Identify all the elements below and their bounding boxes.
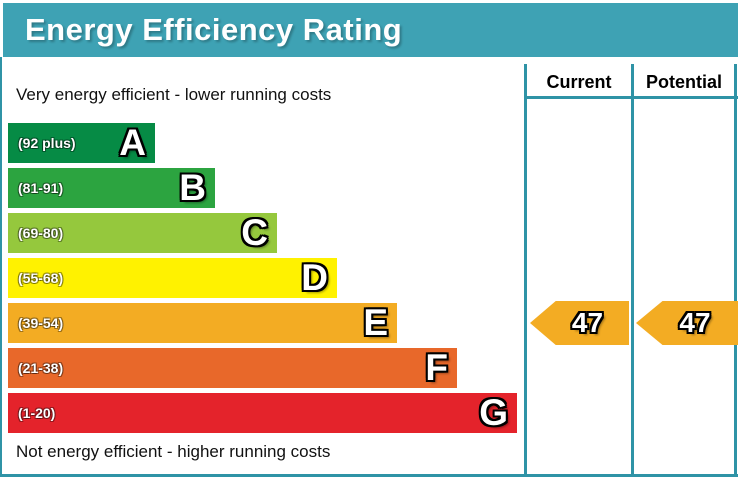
column-divider-line — [631, 64, 634, 475]
band-row-c: (69-80) C — [8, 213, 277, 253]
chart-bottom-border — [0, 474, 738, 477]
band-letter: A — [119, 122, 146, 163]
potential-column-header: Potential — [645, 72, 722, 92]
band-range-label: (92 plus) — [18, 135, 76, 151]
column-header-underline — [524, 96, 738, 99]
current-rating-arrow: 47 — [530, 301, 629, 345]
current-column-left-line — [524, 64, 527, 475]
band-range-label: (55-68) — [18, 270, 64, 286]
page-title: Energy Efficiency Rating — [25, 12, 403, 47]
caption-very-efficient: Very energy efficient - lower running co… — [16, 85, 332, 104]
band-letter: D — [301, 257, 328, 298]
band-row-b: (81-91) B — [8, 168, 215, 208]
current-column-header: Current — [546, 72, 612, 92]
band-range-label: (21-38) — [18, 360, 64, 376]
band-row-g: (1-20) G — [8, 393, 517, 433]
band-row-a: (92 plus) A — [8, 123, 155, 163]
band-row-e: (39-54) E — [8, 303, 397, 343]
band-range-label: (39-54) — [18, 315, 64, 331]
potential-rating-arrow: 47 — [636, 301, 738, 345]
band-letter: G — [479, 392, 508, 433]
band-range-label: (69-80) — [18, 225, 64, 241]
current-rating-value: 47 — [571, 307, 604, 338]
caption-not-efficient: Not energy efficient - higher running co… — [16, 442, 331, 461]
band-letter: E — [363, 302, 388, 343]
band-letter: F — [425, 347, 448, 388]
chart-left-border — [0, 57, 2, 475]
band-range-label: (81-91) — [18, 180, 64, 196]
chart-right-border — [734, 64, 737, 475]
title-bar: Energy Efficiency Rating — [3, 3, 738, 57]
band-row-d: (55-68) D — [8, 258, 337, 298]
band-letter: B — [179, 167, 206, 208]
band-range-label: (1-20) — [18, 405, 56, 421]
band-letter: C — [241, 212, 268, 253]
potential-rating-value: 47 — [679, 307, 711, 338]
band-row-f: (21-38) F — [8, 348, 457, 388]
